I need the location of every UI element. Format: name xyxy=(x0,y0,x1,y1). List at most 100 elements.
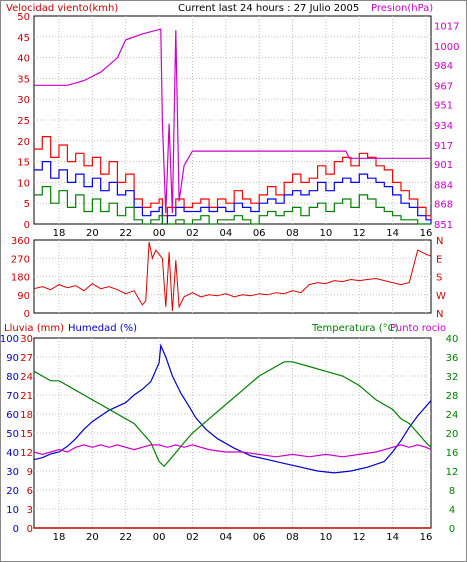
speed-series-line xyxy=(34,186,431,225)
x-tick-label: 18 xyxy=(53,532,66,543)
gust-series-line xyxy=(34,161,432,225)
humidity-tick-label: 40 xyxy=(6,448,19,459)
rain-tick-label: 12 xyxy=(20,448,33,459)
rain-tick-label: 15 xyxy=(20,429,33,440)
pressure-tick-label: 984 xyxy=(434,61,453,72)
rain-tick-label: 0 xyxy=(27,524,33,535)
x-tick-label: 12 xyxy=(353,228,366,239)
wind-tick-label: 10 xyxy=(17,178,30,189)
temperature-tick-label: 32 xyxy=(446,372,459,383)
humidity-tick-label: 20 xyxy=(6,486,19,497)
direction-tick-label: 270 xyxy=(11,254,30,265)
pressure-tick-label: 951 xyxy=(434,100,453,111)
x-tick-label: 08 xyxy=(286,228,299,239)
pressure-tick-label: 868 xyxy=(434,200,453,211)
temperature-tick-label: 28 xyxy=(446,391,459,402)
x-tick-label: 16 xyxy=(420,532,433,543)
pressure-tick-label: 934 xyxy=(434,121,453,132)
pressure-axis-label: Presion(hPa) xyxy=(371,3,433,14)
pressure-tick-label: 917 xyxy=(434,141,453,152)
compass-label: S xyxy=(436,273,442,284)
temperature-tick-label: 20 xyxy=(446,429,459,440)
humidity-series-line xyxy=(33,343,432,474)
rain-tick-label: 6 xyxy=(27,486,33,497)
rain-tick-label: 9 xyxy=(27,467,33,478)
humidity-tick-label: 60 xyxy=(6,410,19,421)
pressure-series-line xyxy=(34,28,431,214)
humidity-tick-label: 90 xyxy=(6,353,19,364)
humidity-tick-label: 80 xyxy=(6,372,19,383)
temperature-series-line xyxy=(33,361,432,468)
humidity-tick-label: 50 xyxy=(6,429,19,440)
humidity-tick-label: 30 xyxy=(6,467,19,478)
humidity-tick-label: 100 xyxy=(0,334,19,345)
x-tick-label: 20 xyxy=(86,228,99,239)
x-tick-label: 04 xyxy=(219,532,232,543)
humidity-tick-label: 0 xyxy=(13,524,19,535)
humidity-axis-label: Humedad (%) xyxy=(68,323,137,334)
wind-tick-label: 40 xyxy=(17,54,30,65)
rain-tick-label: 27 xyxy=(20,353,33,364)
x-tick-label: 00 xyxy=(153,532,166,543)
wind-axis-label: Velocidad viento(kmh) xyxy=(6,3,118,14)
pressure-tick-label: 901 xyxy=(434,160,453,171)
wind-tick-label: 20 xyxy=(17,137,30,148)
pressure-tick-label: 967 xyxy=(434,81,453,92)
wind-tick-label: 45 xyxy=(17,33,30,44)
x-tick-label: 08 xyxy=(286,532,299,543)
pressure-tick-label: 884 xyxy=(434,181,453,192)
wind-tick-label: 0 xyxy=(24,220,30,231)
x-tick-label: 18 xyxy=(53,228,66,239)
compass-label: N xyxy=(436,309,443,320)
x-tick-label: 12 xyxy=(353,532,366,543)
pressure-tick-label: 1000 xyxy=(434,42,459,53)
compass-label: W xyxy=(436,291,446,302)
rain-tick-label: 21 xyxy=(20,391,33,402)
temperature-tick-label: 40 xyxy=(446,334,459,345)
x-tick-label: 02 xyxy=(186,228,199,239)
compass-label: E xyxy=(436,254,442,265)
humidity-tick-label: 10 xyxy=(6,505,19,516)
x-tick-label: 10 xyxy=(320,532,333,543)
x-tick-label: 14 xyxy=(386,228,399,239)
compass-label: N xyxy=(436,236,443,247)
rain-tick-label: 3 xyxy=(27,505,33,516)
dewpoint-axis-label: Punto rocio xyxy=(390,323,446,334)
temperature-tick-label: 16 xyxy=(446,448,459,459)
wind-tick-label: 50 xyxy=(17,12,30,23)
direction-tick-label: 90 xyxy=(17,291,30,302)
wind-tick-label: 35 xyxy=(17,74,30,85)
x-tick-label: 20 xyxy=(86,532,99,543)
x-tick-label: 16 xyxy=(420,228,433,239)
x-tick-label: 04 xyxy=(219,228,232,239)
x-tick-label: 22 xyxy=(119,532,132,543)
temperature-tick-label: 0 xyxy=(449,524,455,535)
wind-tick-label: 5 xyxy=(24,199,30,210)
rain-tick-label: 24 xyxy=(20,372,33,383)
x-tick-label: 10 xyxy=(320,228,333,239)
humidity-tick-label: 70 xyxy=(6,391,19,402)
wind-pressure-panel: Velocidad viento(kmh) Current last 24 ho… xyxy=(6,3,459,239)
rain-tick-label: 30 xyxy=(20,334,33,345)
temperature-axis-label: Temperatura (°C) xyxy=(311,323,399,334)
wind-tick-label: 25 xyxy=(17,116,30,127)
x-tick-label: 02 xyxy=(186,532,199,543)
x-tick-label: 22 xyxy=(119,228,132,239)
chart-title: Current last 24 hours : 27 Julio 2005 xyxy=(178,3,359,14)
rain-axis-label: Lluvia (mm) xyxy=(4,323,64,334)
temperature-tick-label: 24 xyxy=(446,410,459,421)
rain-humidity-temp-panel: Lluvia (mm) Humedad (%) Temperatura (°C)… xyxy=(0,323,458,543)
direction-series-line xyxy=(33,241,432,312)
direction-tick-label: 360 xyxy=(11,236,30,247)
x-tick-label: 06 xyxy=(253,532,266,543)
temperature-tick-label: 36 xyxy=(446,353,459,364)
wind-tick-label: 15 xyxy=(17,158,30,169)
dewpoint-series-line xyxy=(33,444,432,458)
x-tick-label: 14 xyxy=(386,532,399,543)
temperature-tick-label: 4 xyxy=(449,505,455,516)
x-tick-label: 06 xyxy=(253,228,266,239)
x-tick-label: 00 xyxy=(153,228,166,239)
